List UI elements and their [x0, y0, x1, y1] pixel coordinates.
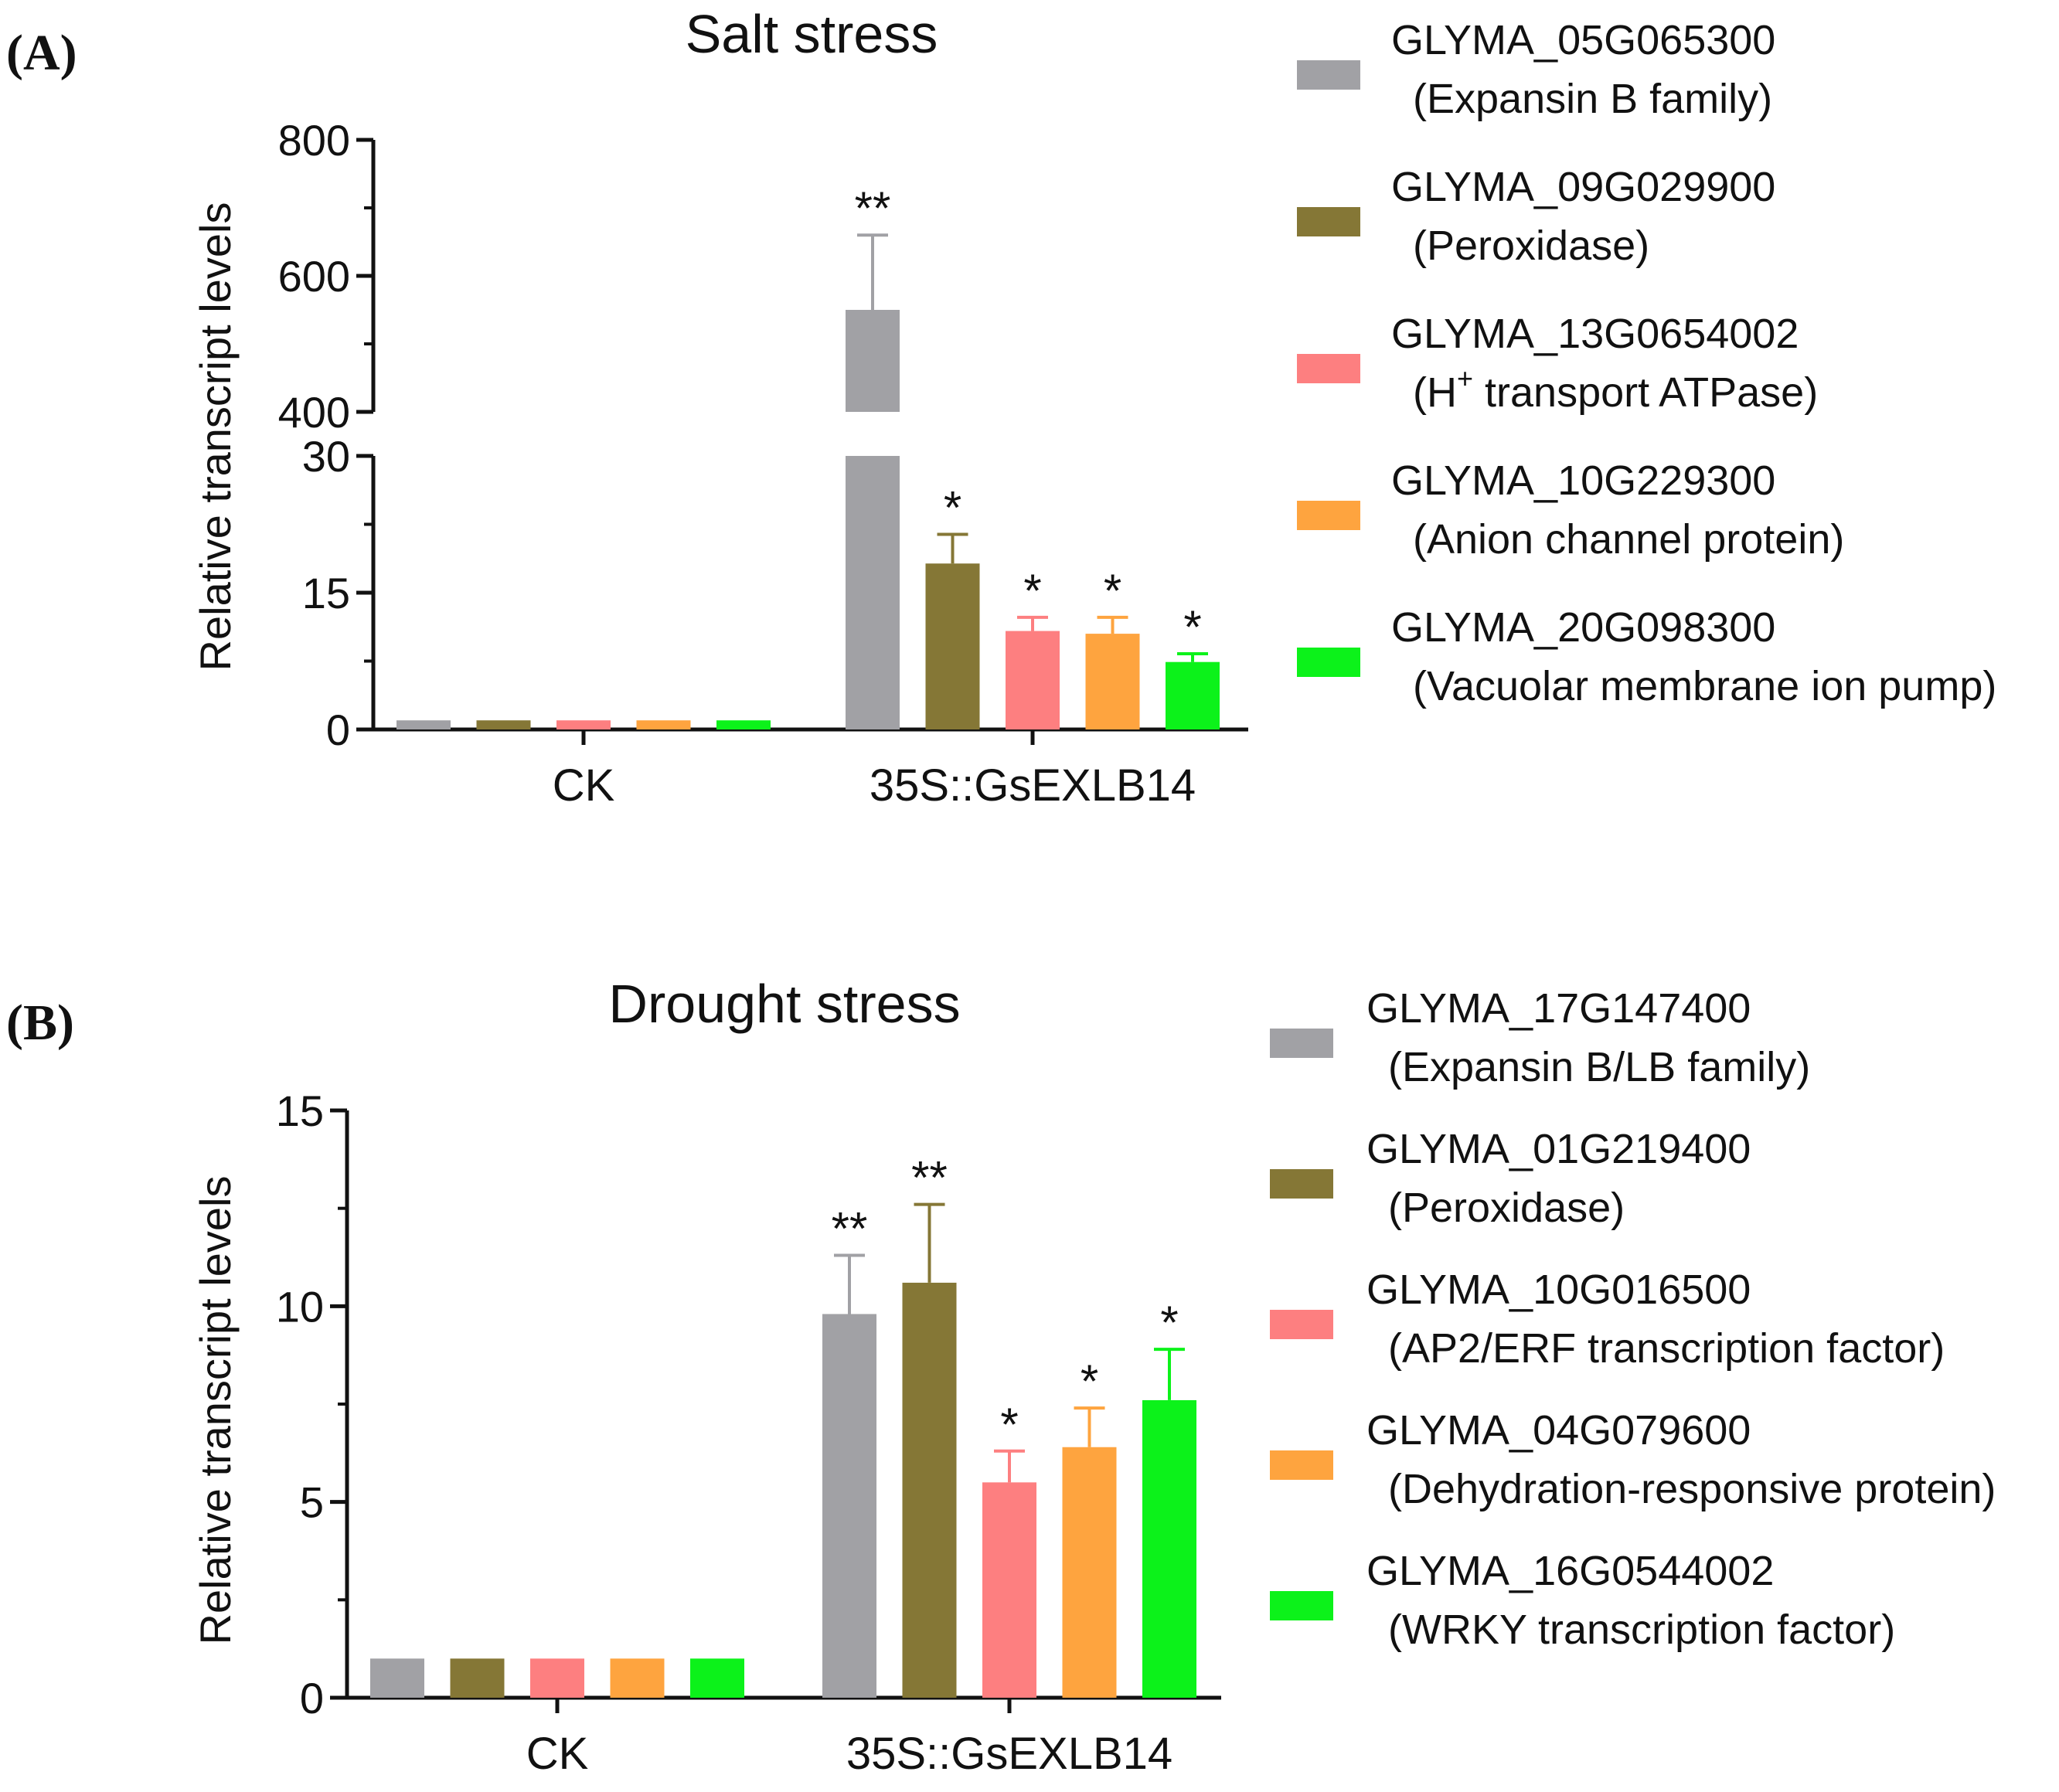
panel-a-error-bars	[857, 233, 1208, 662]
panel-a-legend: GLYMA_05G065300 (Expansin B family) GLYMA_…	[1297, 17, 1996, 709]
legend-desc-superscript: +	[1457, 362, 1473, 394]
a-y-tick-label: 30	[302, 432, 350, 481]
a-bar-GLYMA_09G029900	[476, 720, 531, 729]
a-legend-swatch-GLYMA_20G098300	[1297, 648, 1360, 677]
b-legend-swatch-GLYMA_04G079600	[1270, 1450, 1333, 1480]
a-legend-gene-id: GLYMA_05G065300	[1391, 17, 1775, 63]
panel-a-label: (A)	[6, 25, 77, 81]
b-bar-GLYMA_17G147400	[822, 1314, 876, 1698]
a-significance-GLYMA_20G098300: *	[1183, 601, 1201, 653]
a-significance-GLYMA_13G0654002: *	[1023, 565, 1041, 617]
a-y-tick-label: 600	[278, 252, 350, 301]
a-bar-GLYMA_20G098300	[716, 720, 771, 729]
panel-a-x-tick-labels: CK 35S::GsEXLB14	[553, 760, 1196, 811]
a-legend-gene-id: GLYMA_10G229300	[1391, 457, 1775, 504]
a-bar-GLYMA_09G029900	[925, 563, 980, 729]
b-y-tick-label: 0	[300, 1674, 324, 1722]
b-category-label: CK	[526, 1729, 589, 1779]
panel-b-x-tick-labels: CK 35S::GsEXLB14	[526, 1729, 1172, 1779]
a-significance-GLYMA_05G065300: **	[855, 182, 891, 234]
a-legend-swatch-GLYMA_09G029900	[1297, 207, 1360, 236]
a-category-label: 35S::GsEXLB14	[870, 760, 1196, 811]
a-legend-gene-id: GLYMA_13G0654002	[1391, 311, 1799, 357]
b-legend-swatch-GLYMA_10G016500	[1270, 1310, 1333, 1339]
panel-b-label: (B)	[6, 995, 74, 1051]
b-y-tick-label: 15	[276, 1086, 324, 1135]
panel-b-bars	[370, 1282, 1196, 1698]
b-legend-description: (Dehydration-responsive protein)	[1388, 1466, 1996, 1512]
a-bar-GLYMA_10G229300	[1085, 634, 1140, 729]
a-legend-description: (Peroxidase)	[1413, 223, 1649, 269]
panel-b-title: Drought stress	[608, 974, 960, 1034]
b-legend-gene-id: GLYMA_16G0544002	[1366, 1548, 1774, 1594]
b-bar-GLYMA_04G079600	[1062, 1447, 1117, 1698]
a-legend-swatch-GLYMA_10G229300	[1297, 501, 1360, 530]
b-significance-GLYMA_17G147400: **	[832, 1202, 868, 1254]
b-significance-GLYMA_01G219400: **	[911, 1152, 948, 1204]
panel-b-drought-stress: (B) Drought stress Relative transcript l…	[6, 974, 1996, 1779]
b-bar-GLYMA_01G219400	[450, 1658, 505, 1698]
panel-a-y-axis-label: Relative transcript levels	[191, 202, 240, 672]
a-bar-GLYMA_05G065300	[846, 310, 900, 412]
a-bar-GLYMA_05G065300	[396, 720, 451, 729]
a-legend-description: (H+ transport ATPase)	[1413, 362, 1818, 416]
b-y-tick-label: 5	[300, 1478, 324, 1527]
b-legend-swatch-GLYMA_16G0544002	[1270, 1591, 1333, 1620]
b-bar-GLYMA_04G079600	[610, 1658, 665, 1698]
a-bar-GLYMA_10G229300	[636, 720, 691, 729]
b-category-label: 35S::GsEXLB14	[846, 1729, 1172, 1779]
panel-b-legend: GLYMA_17G147400 (Expansin B/LB family) GLY…	[1270, 985, 1996, 1653]
a-bar-GLYMA_05G065300	[846, 456, 900, 729]
a-significance-GLYMA_09G029900: *	[944, 481, 961, 533]
panel-b-significance-marks: *******	[832, 1152, 1179, 1450]
a-bar-GLYMA_13G0654002	[556, 720, 611, 729]
b-legend-description: (WRKY transcription factor)	[1388, 1607, 1895, 1653]
panel-a-title: Salt stress	[686, 4, 938, 64]
a-y-tick-label: 800	[278, 116, 350, 165]
b-legend-swatch-GLYMA_17G147400	[1270, 1029, 1333, 1058]
a-legend-swatch-GLYMA_05G065300	[1297, 60, 1360, 90]
legend-desc-suffix: transport ATPase)	[1473, 369, 1818, 416]
a-legend-description: (Anion channel protein)	[1413, 516, 1844, 563]
b-legend-gene-id: GLYMA_04G079600	[1366, 1407, 1751, 1454]
b-bar-GLYMA_17G147400	[370, 1658, 424, 1698]
panel-b-y-axis-label: Relative transcript levels	[191, 1176, 240, 1645]
b-significance-GLYMA_04G079600: *	[1081, 1355, 1098, 1407]
a-category-label: CK	[553, 760, 615, 811]
a-legend-description: (Vacuolar membrane ion pump)	[1413, 663, 1996, 709]
a-bar-GLYMA_13G0654002	[1006, 631, 1060, 729]
b-bar-GLYMA_01G219400	[902, 1282, 957, 1698]
b-legend-gene-id: GLYMA_10G016500	[1366, 1267, 1751, 1313]
b-bar-GLYMA_16G0544002	[690, 1658, 744, 1698]
b-legend-description: (Expansin B/LB family)	[1388, 1044, 1810, 1090]
b-significance-GLYMA_10G016500: *	[1000, 1399, 1018, 1450]
a-significance-GLYMA_10G229300: *	[1104, 565, 1121, 617]
a-y-tick-label: 15	[302, 569, 350, 617]
panel-a-bars	[396, 310, 1220, 729]
b-legend-gene-id: GLYMA_01G219400	[1366, 1126, 1751, 1172]
a-bar-GLYMA_20G098300	[1166, 661, 1220, 729]
a-legend-gene-id: GLYMA_20G098300	[1391, 604, 1775, 651]
b-legend-description: (Peroxidase)	[1388, 1185, 1625, 1231]
panel-b-error-bars	[834, 1202, 1185, 1483]
panel-a-salt-stress: (A) Salt stress Relative transcript leve…	[6, 4, 1996, 811]
b-bar-GLYMA_10G016500	[982, 1482, 1036, 1698]
b-bar-GLYMA_10G016500	[530, 1658, 584, 1698]
a-legend-description: (Expansin B family)	[1413, 76, 1772, 122]
legend-desc-prefix: (H	[1413, 369, 1457, 416]
b-bar-GLYMA_16G0544002	[1142, 1399, 1196, 1698]
a-legend-swatch-GLYMA_13G0654002	[1297, 354, 1360, 383]
b-significance-GLYMA_16G0544002: *	[1160, 1297, 1178, 1348]
b-legend-gene-id: GLYMA_17G147400	[1366, 985, 1751, 1032]
a-y-tick-label: 0	[326, 706, 350, 754]
a-legend-gene-id: GLYMA_09G029900	[1391, 164, 1775, 210]
b-y-tick-label: 10	[276, 1282, 324, 1331]
b-legend-swatch-GLYMA_01G219400	[1270, 1169, 1333, 1199]
panel-a-significance-marks: **** **	[855, 182, 1202, 653]
a-y-tick-label: 400	[278, 388, 350, 437]
b-legend-description: (AP2/ERF transcription factor)	[1388, 1325, 1945, 1372]
